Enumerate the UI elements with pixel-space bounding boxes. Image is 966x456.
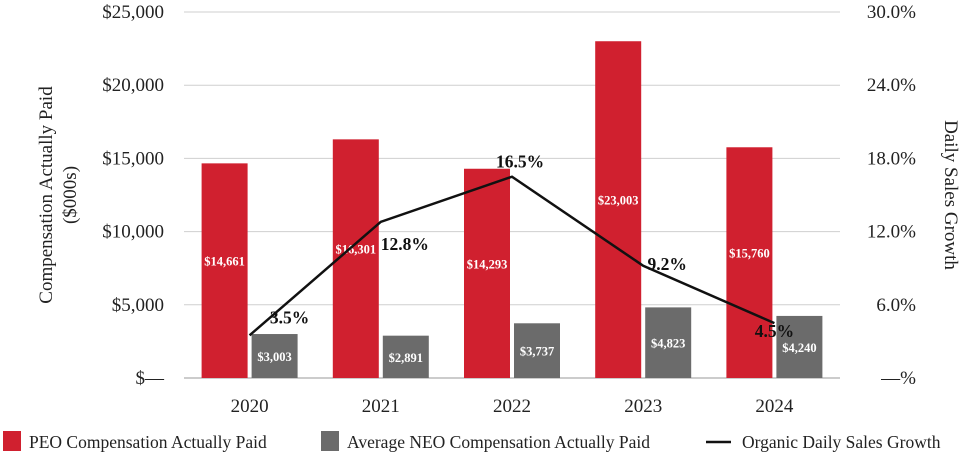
growth-label: 4.5% xyxy=(755,321,794,341)
y2-tick-label: —% xyxy=(880,368,916,389)
y-tick-label: $15,000 xyxy=(102,148,164,169)
bar-peo xyxy=(726,147,773,378)
bar-neo xyxy=(776,315,823,378)
y2-tick-label: 12.0% xyxy=(867,222,916,243)
x-tick-label: 2021 xyxy=(362,396,400,417)
growth-label: 9.2% xyxy=(648,254,687,274)
legend-label-peo: PEO Compensation Actually Paid xyxy=(29,432,267,452)
y-axis-title-line: Compensation Actually Paid xyxy=(36,86,57,304)
y2-tick-label: 30.0% xyxy=(867,2,916,23)
y2-axis-title: Daily Sales Growth xyxy=(940,120,961,270)
y-axis-title-line: ($000s) xyxy=(60,166,81,224)
bar-peo xyxy=(595,41,642,378)
bars: $14,661$3,003$16,301$2,891$14,293$3,737$… xyxy=(201,41,823,378)
bar-peo xyxy=(464,168,510,378)
bar-neo xyxy=(514,323,560,378)
left-axis-ticks: $— $5,000 $10,000 $15,000 $20,000 $25,000 xyxy=(102,2,165,389)
bar-neo xyxy=(645,307,692,378)
legend-label-growth: Organic Daily Sales Growth xyxy=(742,432,941,452)
y-tick-label: $10,000 xyxy=(102,222,164,243)
bar-neo xyxy=(251,334,298,378)
x-tick-label: 2020 xyxy=(231,396,269,417)
right-axis-ticks: —% 6.0% 12.0% 18.0% 24.0% 30.0% xyxy=(867,2,916,389)
bar-label-peo: $23,003 xyxy=(598,194,639,208)
bar-label-neo: $4,240 xyxy=(782,341,816,355)
bar-label-neo: $3,003 xyxy=(257,350,291,364)
x-tick-label: 2024 xyxy=(755,396,794,417)
legend: PEO Compensation Actually Paid Average NE… xyxy=(3,431,941,452)
bar-label-neo: $4,823 xyxy=(651,337,685,351)
bar-label-neo: $2,891 xyxy=(389,351,423,365)
growth-label: 3.5% xyxy=(270,307,309,327)
growth-line: 3.5% 12.8% 16.5% 9.2% 4.5% xyxy=(248,152,794,341)
y-axis-title: Compensation Actually Paid ($000s) xyxy=(36,86,81,304)
y-tick-label: $— xyxy=(136,368,166,389)
bar-peo xyxy=(201,163,248,378)
y2-tick-label: 6.0% xyxy=(876,295,916,316)
y2-tick-label: 24.0% xyxy=(867,75,916,96)
bar-label-peo: $14,661 xyxy=(204,255,245,269)
y-tick-label: $25,000 xyxy=(102,2,164,23)
axis-titles: Compensation Actually Paid ($000s) Daily S… xyxy=(36,86,961,304)
x-tick-label: 2022 xyxy=(493,396,531,417)
x-axis-ticks: 2020 2021 2022 2023 2024 xyxy=(231,396,794,417)
bar-label-peo: $14,293 xyxy=(467,257,508,271)
bar-peo xyxy=(332,139,379,378)
growth-label: 16.5% xyxy=(496,152,544,172)
legend-swatch-peo xyxy=(3,431,21,451)
x-tick-label: 2023 xyxy=(624,396,662,417)
bar-label-neo: $3,737 xyxy=(520,345,554,359)
growth-label: 12.8% xyxy=(381,234,429,254)
legend-swatch-neo xyxy=(321,431,339,451)
y-tick-label: $20,000 xyxy=(102,75,164,96)
legend-label-neo: Average NEO Compensation Actually Paid xyxy=(347,432,650,452)
growth-line-path xyxy=(248,175,775,337)
y2-tick-label: 18.0% xyxy=(867,148,916,169)
bar-label-peo: $15,760 xyxy=(729,247,770,261)
bar-neo xyxy=(382,335,429,378)
y-tick-label: $5,000 xyxy=(112,295,164,316)
